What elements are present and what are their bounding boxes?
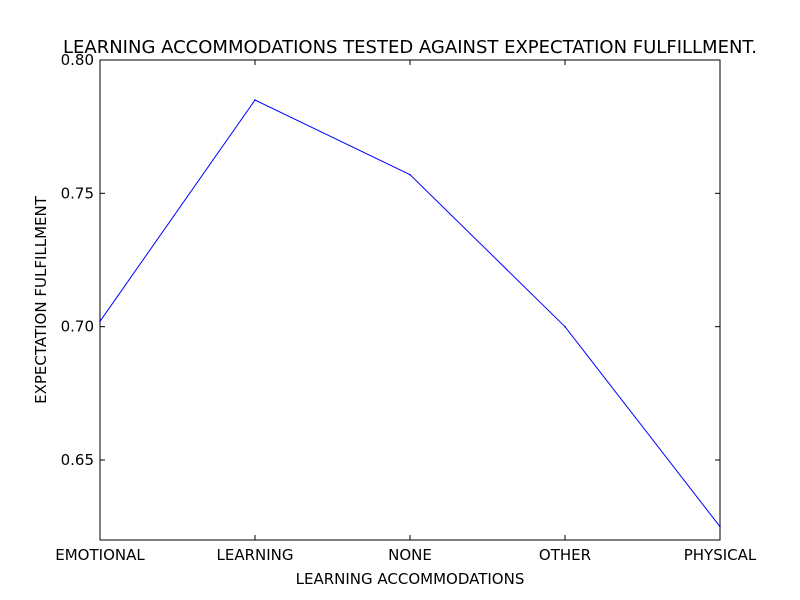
y-tick-label: 0.80 [61,51,94,69]
y-tick-label: 0.70 [61,318,94,336]
data-point [409,173,411,176]
x-axis: EMOTIONAL LEARNING NONE OTHER PHYSICAL [55,60,757,564]
x-tick-label: OTHER [539,546,591,564]
data-point [99,320,101,323]
data-point [719,525,721,528]
data-point [254,99,256,101]
y-axis-label: EXPECTATION FULFILLMENT [32,195,50,404]
x-axis-label: LEARNING ACCOMMODATIONS [296,570,525,588]
x-tick-label: PHYSICAL [684,546,757,564]
y-axis: 0.65 0.70 0.75 0.80 [61,51,720,469]
x-tick-label: EMOTIONAL [55,546,145,564]
series-layer [99,99,721,528]
y-tick-label: 0.75 [61,184,94,202]
y-tick-label: 0.65 [61,451,94,469]
x-tick-label: NONE [388,546,432,564]
chart-title: LEARNING ACCOMMODATIONS TESTED AGAINST E… [63,37,757,58]
plot-area-frame [99,59,721,541]
x-tick-label: LEARNING [216,546,293,564]
series-line [99,99,721,527]
data-point [564,325,566,328]
